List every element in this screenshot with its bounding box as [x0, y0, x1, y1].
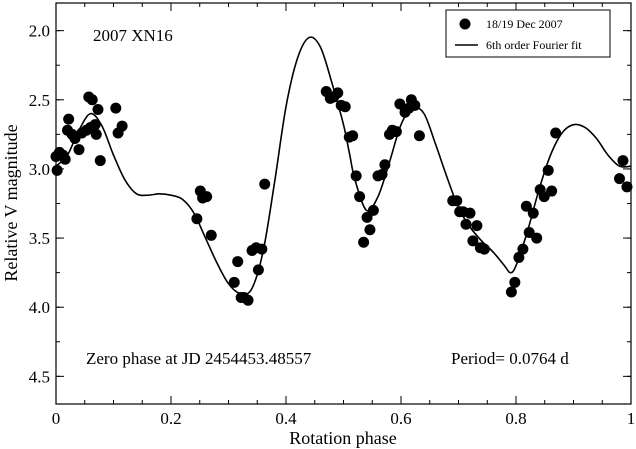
data-point — [242, 294, 254, 306]
data-point — [367, 204, 379, 216]
x-tick-label: 0.6 — [390, 409, 411, 428]
data-point — [394, 98, 406, 110]
data-point — [527, 207, 539, 219]
data-point — [89, 119, 101, 131]
legend-marker-points — [459, 18, 471, 30]
data-point — [478, 243, 490, 255]
data-point — [409, 99, 421, 111]
data-point — [358, 236, 370, 248]
y-tick-label: 4.0 — [29, 298, 50, 317]
x-tick-label: 0 — [52, 409, 61, 428]
y-tick-label: 3.0 — [29, 160, 50, 179]
data-point — [513, 251, 525, 263]
data-point — [379, 159, 391, 171]
data-point — [90, 128, 102, 140]
data-point — [63, 113, 75, 125]
data-point — [339, 101, 351, 113]
data-point — [451, 195, 463, 207]
data-point — [92, 103, 104, 115]
y-tick-label: 2.5 — [29, 91, 50, 110]
data-point — [94, 155, 106, 167]
data-point — [110, 102, 122, 114]
data-point — [256, 243, 268, 255]
data-point — [332, 87, 344, 99]
x-axis-title: Rotation phase — [289, 428, 396, 448]
data-point — [354, 191, 366, 203]
x-tick-label: 0.8 — [505, 409, 526, 428]
data-point — [86, 94, 98, 106]
data-point — [520, 200, 532, 212]
data-point — [350, 170, 362, 182]
data-point — [116, 120, 128, 132]
data-point — [614, 173, 625, 185]
data-point — [509, 276, 521, 288]
data-point — [364, 224, 376, 236]
object-label: 2007 XN16 — [93, 26, 173, 45]
zero-phase-annotation: Zero phase at JD 2454453.48557 — [86, 349, 312, 368]
data-point — [73, 144, 85, 156]
x-tick-label: 0.4 — [275, 409, 297, 428]
data-point — [621, 181, 633, 193]
x-axis-ticks: 0 0.2 0.4 0.6 0.8 1 — [52, 3, 636, 428]
fourier-fit-line — [55, 36, 632, 296]
y-tick-label: 3.5 — [29, 229, 50, 248]
y-axis-ticks: 2.0 2.5 3.0 3.5 4.0 4.5 — [29, 22, 631, 386]
y-tick-label: 4.5 — [29, 367, 50, 386]
data-point — [617, 155, 629, 167]
y-tick-label: 2.0 — [29, 22, 50, 41]
data-point — [460, 218, 472, 230]
data-point — [59, 153, 71, 165]
plot-frame — [55, 2, 632, 405]
data-point — [252, 264, 264, 276]
data-point — [413, 130, 425, 142]
legend-box — [445, 9, 611, 58]
data-points — [50, 85, 633, 306]
data-point — [205, 229, 217, 241]
data-point — [471, 220, 483, 232]
data-point — [550, 127, 562, 139]
period-annotation: Period= 0.0764 d — [451, 349, 569, 368]
data-point — [259, 178, 271, 190]
data-point — [191, 213, 203, 225]
data-point — [505, 286, 517, 298]
data-point — [531, 232, 543, 244]
data-point — [228, 276, 240, 288]
x-tick-label: 0.2 — [160, 409, 181, 428]
data-point — [546, 185, 558, 197]
data-point — [390, 126, 402, 138]
data-point — [464, 207, 476, 219]
data-point — [467, 235, 479, 247]
legend-label-line: 6th order Fourier fit — [486, 38, 582, 52]
data-point — [517, 243, 529, 255]
data-point — [347, 130, 359, 142]
data-point — [542, 164, 554, 176]
y-axis-title: Relative V magnitude — [1, 124, 21, 281]
data-point — [232, 256, 244, 268]
x-tick-label: 1 — [627, 409, 636, 428]
data-point — [201, 191, 213, 203]
data-point — [51, 164, 63, 176]
legend-label-points: 18/19 Dec 2007 — [486, 17, 563, 31]
legend: 18/19 Dec 2007 6th order Fourier fit — [445, 9, 611, 58]
data-point — [376, 168, 388, 180]
